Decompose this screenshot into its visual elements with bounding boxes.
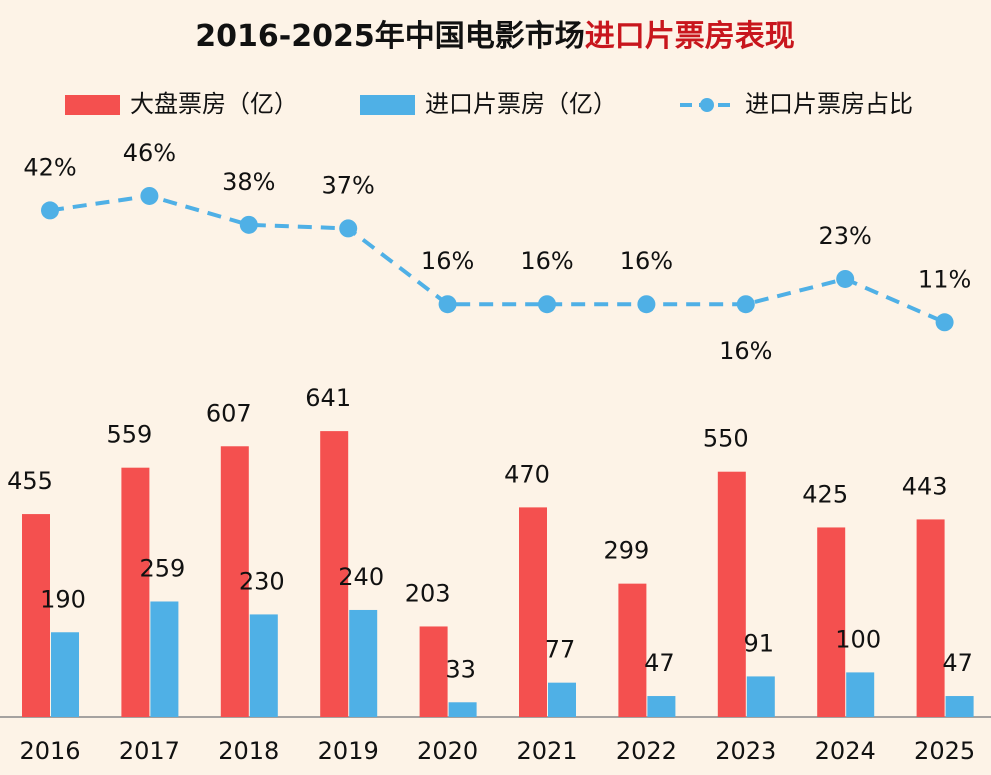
data-label: 455 <box>7 467 53 495</box>
data-label: 443 <box>902 472 948 500</box>
bar <box>618 583 647 717</box>
data-label: 47 <box>644 649 675 677</box>
bar <box>419 626 448 717</box>
x-tick-label: 2025 <box>914 737 975 765</box>
data-label: 16% <box>421 247 474 275</box>
data-label: 42% <box>23 153 76 181</box>
x-tick-label: 2019 <box>318 737 379 765</box>
bar <box>121 467 150 717</box>
x-tick-label: 2016 <box>19 737 80 765</box>
bar <box>320 431 349 717</box>
data-label: 100 <box>835 625 881 653</box>
bar <box>817 527 846 717</box>
bar <box>717 471 746 717</box>
bar <box>51 632 79 717</box>
legend-swatch <box>360 95 415 115</box>
bar <box>519 507 547 717</box>
line-point <box>41 201 59 220</box>
bar <box>548 682 576 717</box>
data-label: 607 <box>206 399 252 427</box>
line-point <box>736 295 755 314</box>
title-highlight: 进口片票房表现 <box>585 19 795 54</box>
x-tick-label: 2017 <box>119 737 180 765</box>
data-label: 11% <box>918 265 971 293</box>
bar <box>349 609 378 717</box>
data-label: 240 <box>338 563 384 591</box>
data-label: 37% <box>322 171 375 199</box>
x-tick-label: 2018 <box>218 737 279 765</box>
data-label: 203 <box>405 579 451 607</box>
data-label: 230 <box>239 567 285 595</box>
data-label: 47 <box>942 649 973 677</box>
legend-label: 大盘票房（亿） <box>130 90 298 118</box>
data-label: 16% <box>520 247 573 275</box>
data-label: 559 <box>106 421 152 449</box>
legend-label: 进口片票房占比 <box>745 90 913 118</box>
line-point <box>538 295 556 314</box>
line-point <box>438 295 457 314</box>
line-point <box>239 215 258 234</box>
data-label: 550 <box>703 425 749 453</box>
x-tick-label: 2021 <box>516 737 577 765</box>
legend-dot <box>700 98 714 112</box>
bar <box>746 676 775 717</box>
x-tick-label: 2020 <box>417 737 478 765</box>
legend-swatch <box>65 95 120 115</box>
x-tick-label: 2022 <box>616 737 677 765</box>
x-tick-label: 2024 <box>815 737 876 765</box>
data-label: 299 <box>603 537 649 565</box>
bar <box>220 446 249 717</box>
bar <box>916 519 945 717</box>
chart-title: 2016-2025年中国电影市场进口片票房表现 <box>195 19 794 54</box>
line-point <box>140 186 159 205</box>
data-label: 23% <box>819 222 872 250</box>
bar <box>647 696 676 717</box>
title-main: 2016-2025年中国电影市场 <box>195 19 584 54</box>
data-label: 16% <box>719 337 772 365</box>
data-label: 470 <box>504 460 550 488</box>
data-label: 425 <box>802 480 848 508</box>
x-tick-label: 2023 <box>715 737 776 765</box>
legend-label: 进口片票房（亿） <box>425 90 617 118</box>
line-point <box>836 269 855 288</box>
line-point <box>935 313 954 332</box>
bar <box>846 672 875 717</box>
bar <box>249 614 278 717</box>
data-label: 16% <box>620 247 673 275</box>
bar <box>448 702 477 717</box>
data-label: 259 <box>139 554 185 582</box>
data-label: 77 <box>545 636 576 664</box>
data-label: 91 <box>744 629 775 657</box>
bar <box>150 601 179 717</box>
data-label: 641 <box>305 384 351 412</box>
line-point <box>339 219 358 238</box>
data-label: 33 <box>445 655 476 683</box>
data-label: 46% <box>123 139 176 167</box>
line-point <box>637 295 656 314</box>
bar <box>945 696 974 717</box>
data-label: 38% <box>222 168 275 196</box>
data-label: 190 <box>40 585 86 613</box>
bar <box>22 514 50 717</box>
